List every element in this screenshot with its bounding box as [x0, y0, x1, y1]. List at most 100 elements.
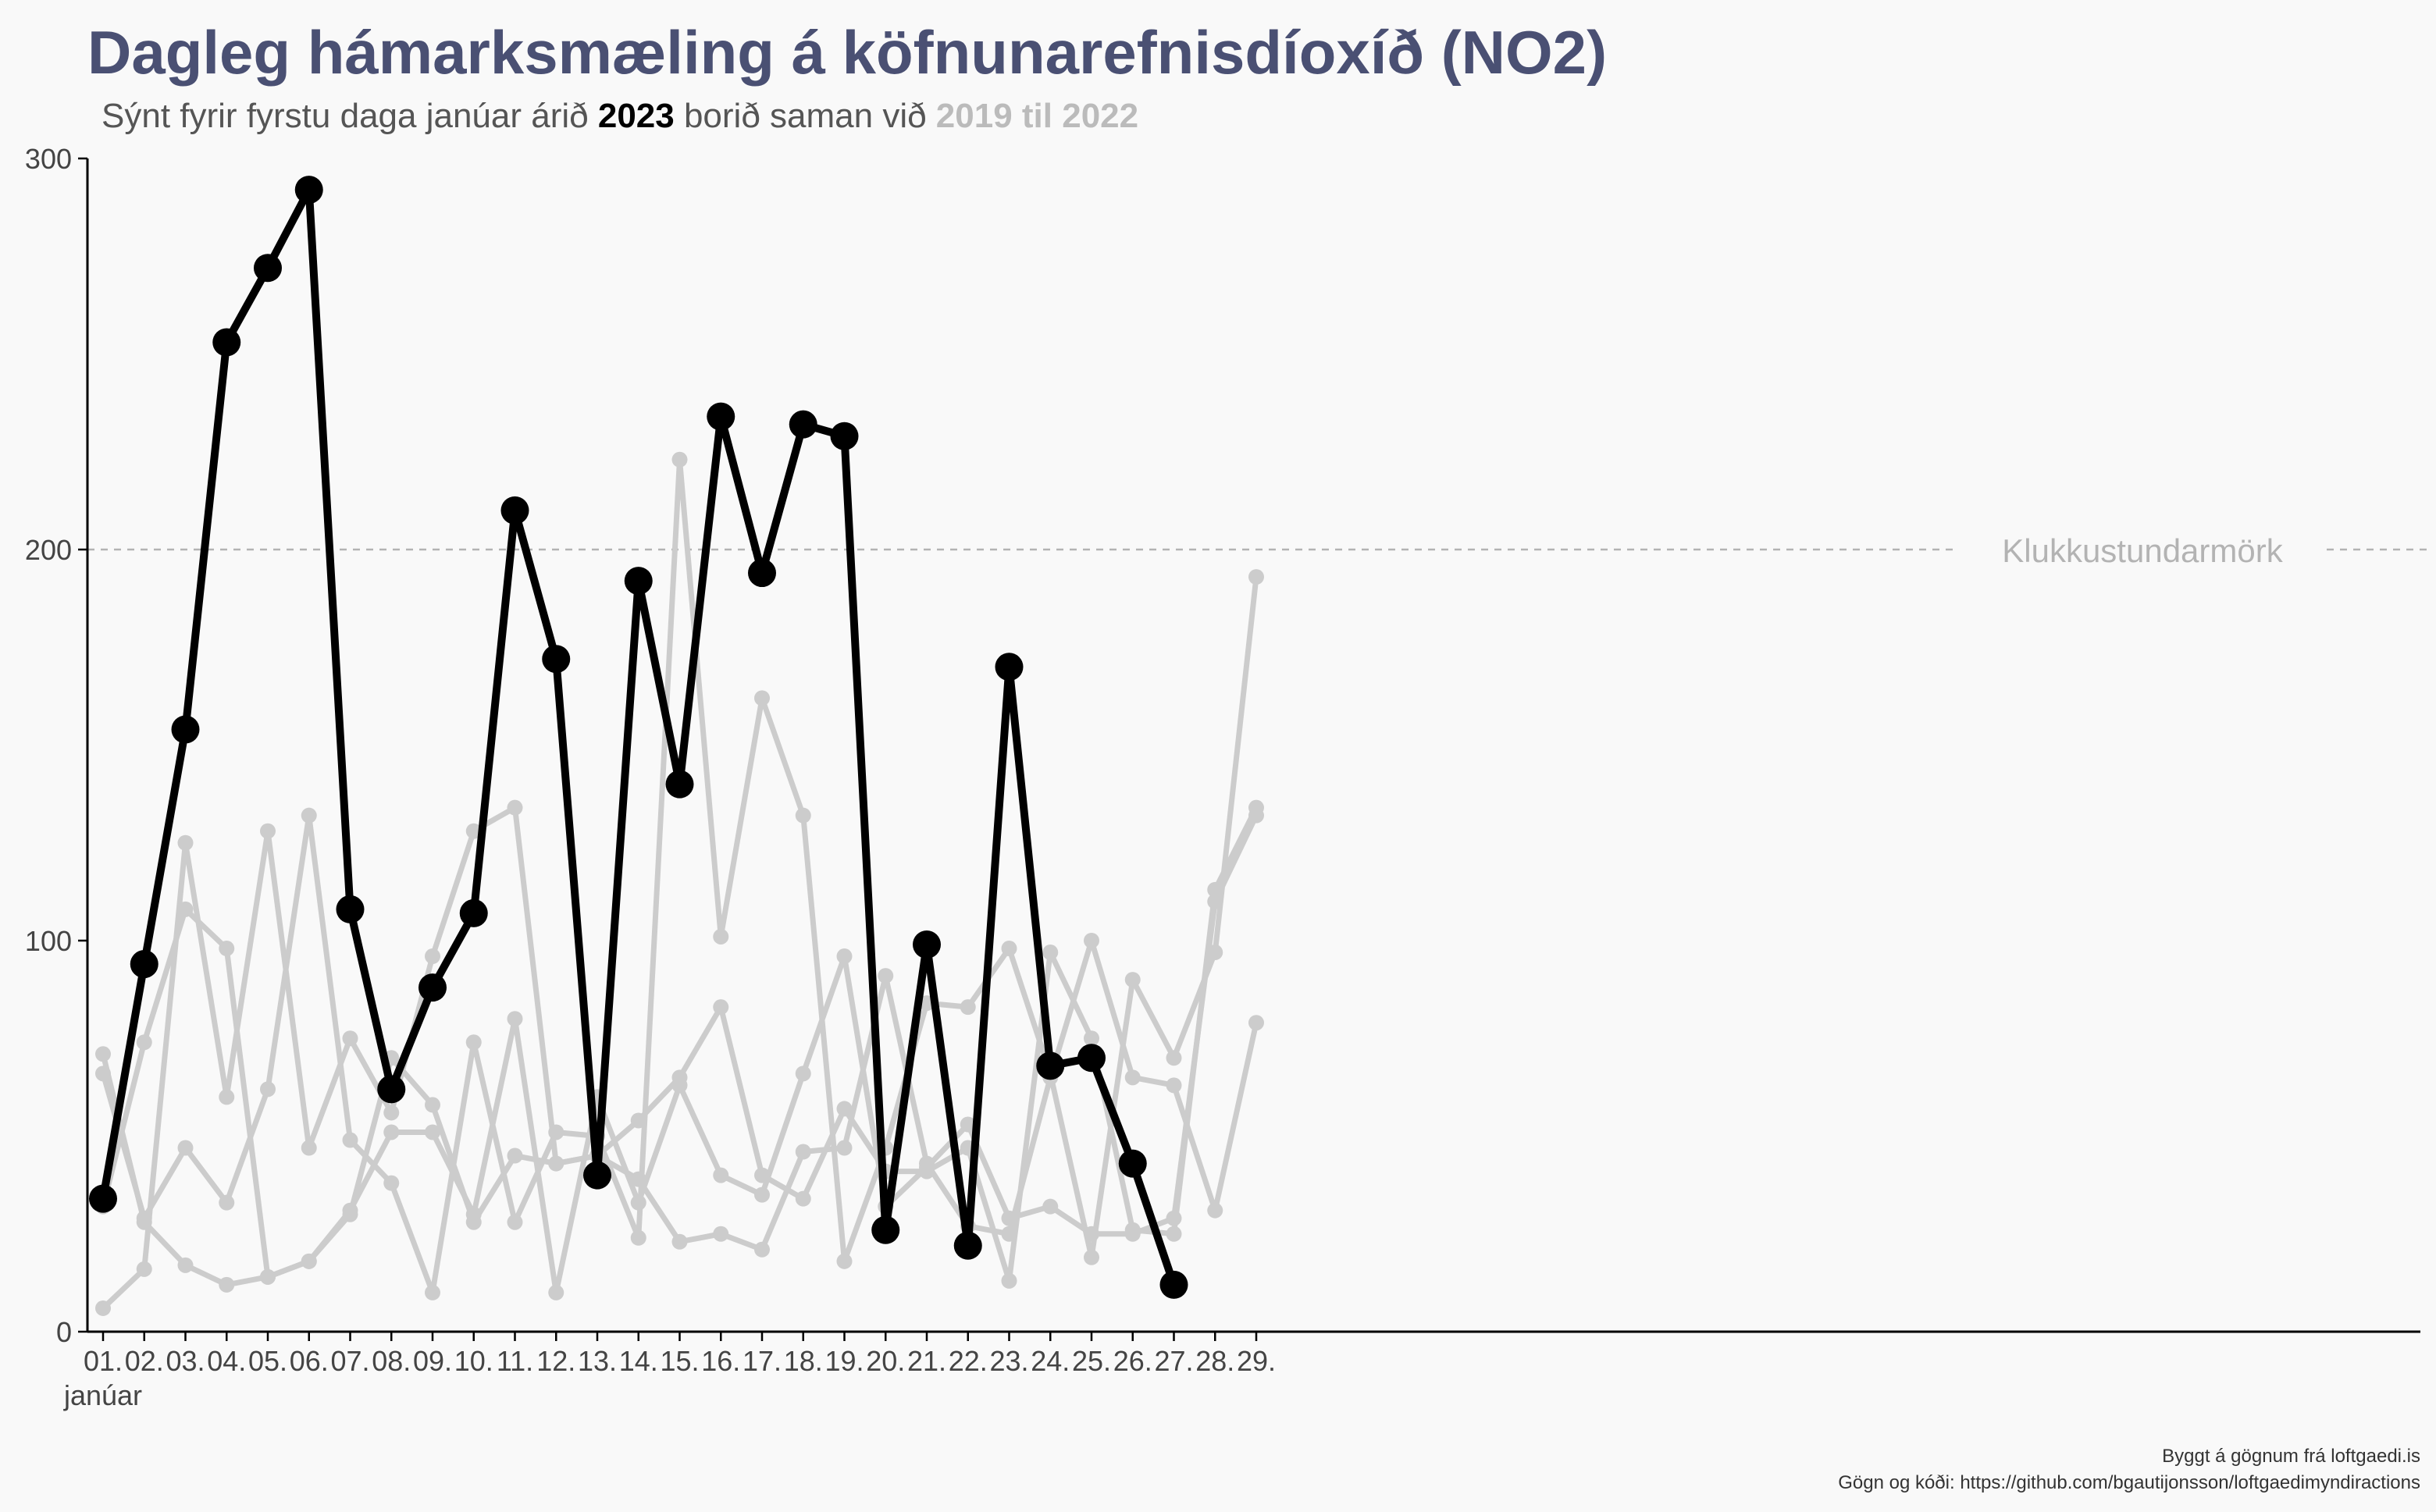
comparison-series-point [136, 1034, 152, 1051]
comparison-series-point [630, 1229, 646, 1246]
highlight-series-point [953, 1231, 982, 1260]
comparison-series-point [219, 1276, 235, 1293]
comparison-series-point [836, 1140, 853, 1156]
comparison-series-point [342, 1030, 358, 1047]
highlight-series-point [913, 930, 941, 959]
x-tick-label: 07. [330, 1345, 369, 1377]
y-tick-label: 0 [56, 1316, 72, 1348]
highlight-series-point [665, 770, 694, 799]
highlight-series-point [294, 176, 323, 205]
comparison-series-point [425, 1097, 440, 1113]
comparison-series-point [177, 1140, 194, 1156]
comparison-series-point [548, 1155, 564, 1172]
comparison-series-point [713, 928, 729, 945]
subtitle-text-2: borið saman við [674, 97, 936, 135]
comparison-series-point [671, 1077, 688, 1094]
highlight-series-group [89, 176, 1188, 1299]
comparison-series-point [671, 451, 688, 468]
x-tick-label: 21. [907, 1345, 946, 1377]
x-tick-label: 23. [989, 1345, 1028, 1377]
comparison-series-point [960, 999, 976, 1016]
comparison-series-point [507, 1011, 523, 1027]
x-tick-label: 12. [536, 1345, 575, 1377]
x-tick-label: 27. [1154, 1345, 1193, 1377]
comparison-series-point [795, 1144, 811, 1160]
chart-subtitle: Sýnt fyrir fyrstu daga janúar árið 2023 … [102, 97, 1138, 136]
comparison-series-point [260, 823, 276, 839]
comparison-series-point [465, 1206, 482, 1222]
highlight-series-point [212, 328, 241, 357]
comparison-series-point [507, 1214, 523, 1230]
highlight-series-point [336, 895, 365, 923]
chart-caption: Byggt á gögnum frá loftgaedi.is Gögn og … [1838, 1443, 2420, 1496]
comparison-series-point [465, 1034, 482, 1051]
comparison-series-point [713, 1167, 729, 1183]
highlight-series-point [171, 715, 200, 744]
highlight-series-point [377, 1075, 406, 1104]
highlight-series-point [89, 1184, 117, 1213]
y-tick-label: 300 [25, 143, 72, 175]
highlight-series-point [1036, 1051, 1065, 1080]
comparison-series-point [425, 1284, 440, 1300]
y-tick-label: 100 [25, 925, 72, 957]
highlight-series-point [624, 567, 653, 596]
comparison-series-point [1248, 569, 1264, 585]
comparison-series-point [465, 823, 482, 839]
comparison-series-point [919, 1155, 935, 1172]
comparison-series-point [836, 948, 853, 965]
comparison-series-point [1084, 1030, 1099, 1047]
subtitle-text-1: Sýnt fyrir fyrstu daga janúar árið [102, 97, 598, 135]
caption-code: Gögn og kóði: https://github.com/bgautij… [1838, 1472, 2420, 1493]
x-tick-label: 18. [784, 1345, 823, 1377]
comparison-series-point [219, 941, 235, 957]
highlight-series-point [707, 402, 735, 431]
comparison-series-point [754, 690, 770, 706]
comparison-series-point [342, 1132, 358, 1148]
x-tick-label: 01. [84, 1345, 123, 1377]
x-tick-label: 10. [454, 1345, 493, 1377]
chart-title: Dagleg hámarksmæling á köfnunarefnisdíox… [87, 18, 1608, 87]
highlight-series-point [459, 898, 488, 927]
comparison-series-point [1166, 1210, 1182, 1226]
comparison-series-point [836, 1101, 853, 1117]
x-tick-label: 02. [125, 1345, 164, 1377]
comparison-series-point [795, 807, 811, 824]
comparison-series-point [219, 1089, 235, 1105]
comparison-series-point [1042, 945, 1059, 961]
comparison-series-point [425, 948, 440, 965]
reference-line-label: Klukkustundarmörk [2002, 532, 2283, 569]
comparison-series-point [1124, 1069, 1141, 1086]
x-tick-label: 15. [660, 1345, 699, 1377]
comparison-series-point [95, 1300, 111, 1316]
x-tick-label: 05. [248, 1345, 287, 1377]
comparison-series-point [795, 1190, 811, 1207]
highlight-series-point [542, 645, 571, 674]
comparison-series-point [219, 1194, 235, 1211]
comparison-series-point [342, 1202, 358, 1218]
x-tick-label: 25. [1072, 1345, 1111, 1377]
highlight-series-point [1159, 1270, 1188, 1299]
highlight-series-point [789, 410, 817, 439]
highlight-series-point [500, 496, 529, 525]
comparison-series-point [1084, 933, 1099, 948]
comparison-series-point [1042, 1198, 1059, 1215]
comparison-series-point [136, 1261, 152, 1277]
comparison-series-point [425, 1124, 440, 1140]
x-tick-label: 04. [207, 1345, 246, 1377]
highlight-series-point [130, 950, 158, 979]
highlight-series-point [418, 973, 447, 1002]
comparison-series-point [1166, 1226, 1182, 1242]
comparison-series-point [878, 968, 894, 984]
comparison-series-point [1248, 1015, 1264, 1031]
comparison-series-point [713, 1226, 729, 1242]
x-tick-label: 13. [578, 1345, 617, 1377]
subtitle-comparison-years: 2019 til 2022 [935, 97, 1139, 135]
x-tick-label: 19. [824, 1345, 864, 1377]
comparison-series-point [383, 1124, 400, 1140]
highlight-series-point [254, 254, 282, 283]
highlight-series-point [1077, 1044, 1106, 1073]
comparison-series-point [301, 1140, 317, 1156]
highlight-series-point [748, 559, 776, 588]
y-tick-label: 200 [25, 534, 72, 566]
